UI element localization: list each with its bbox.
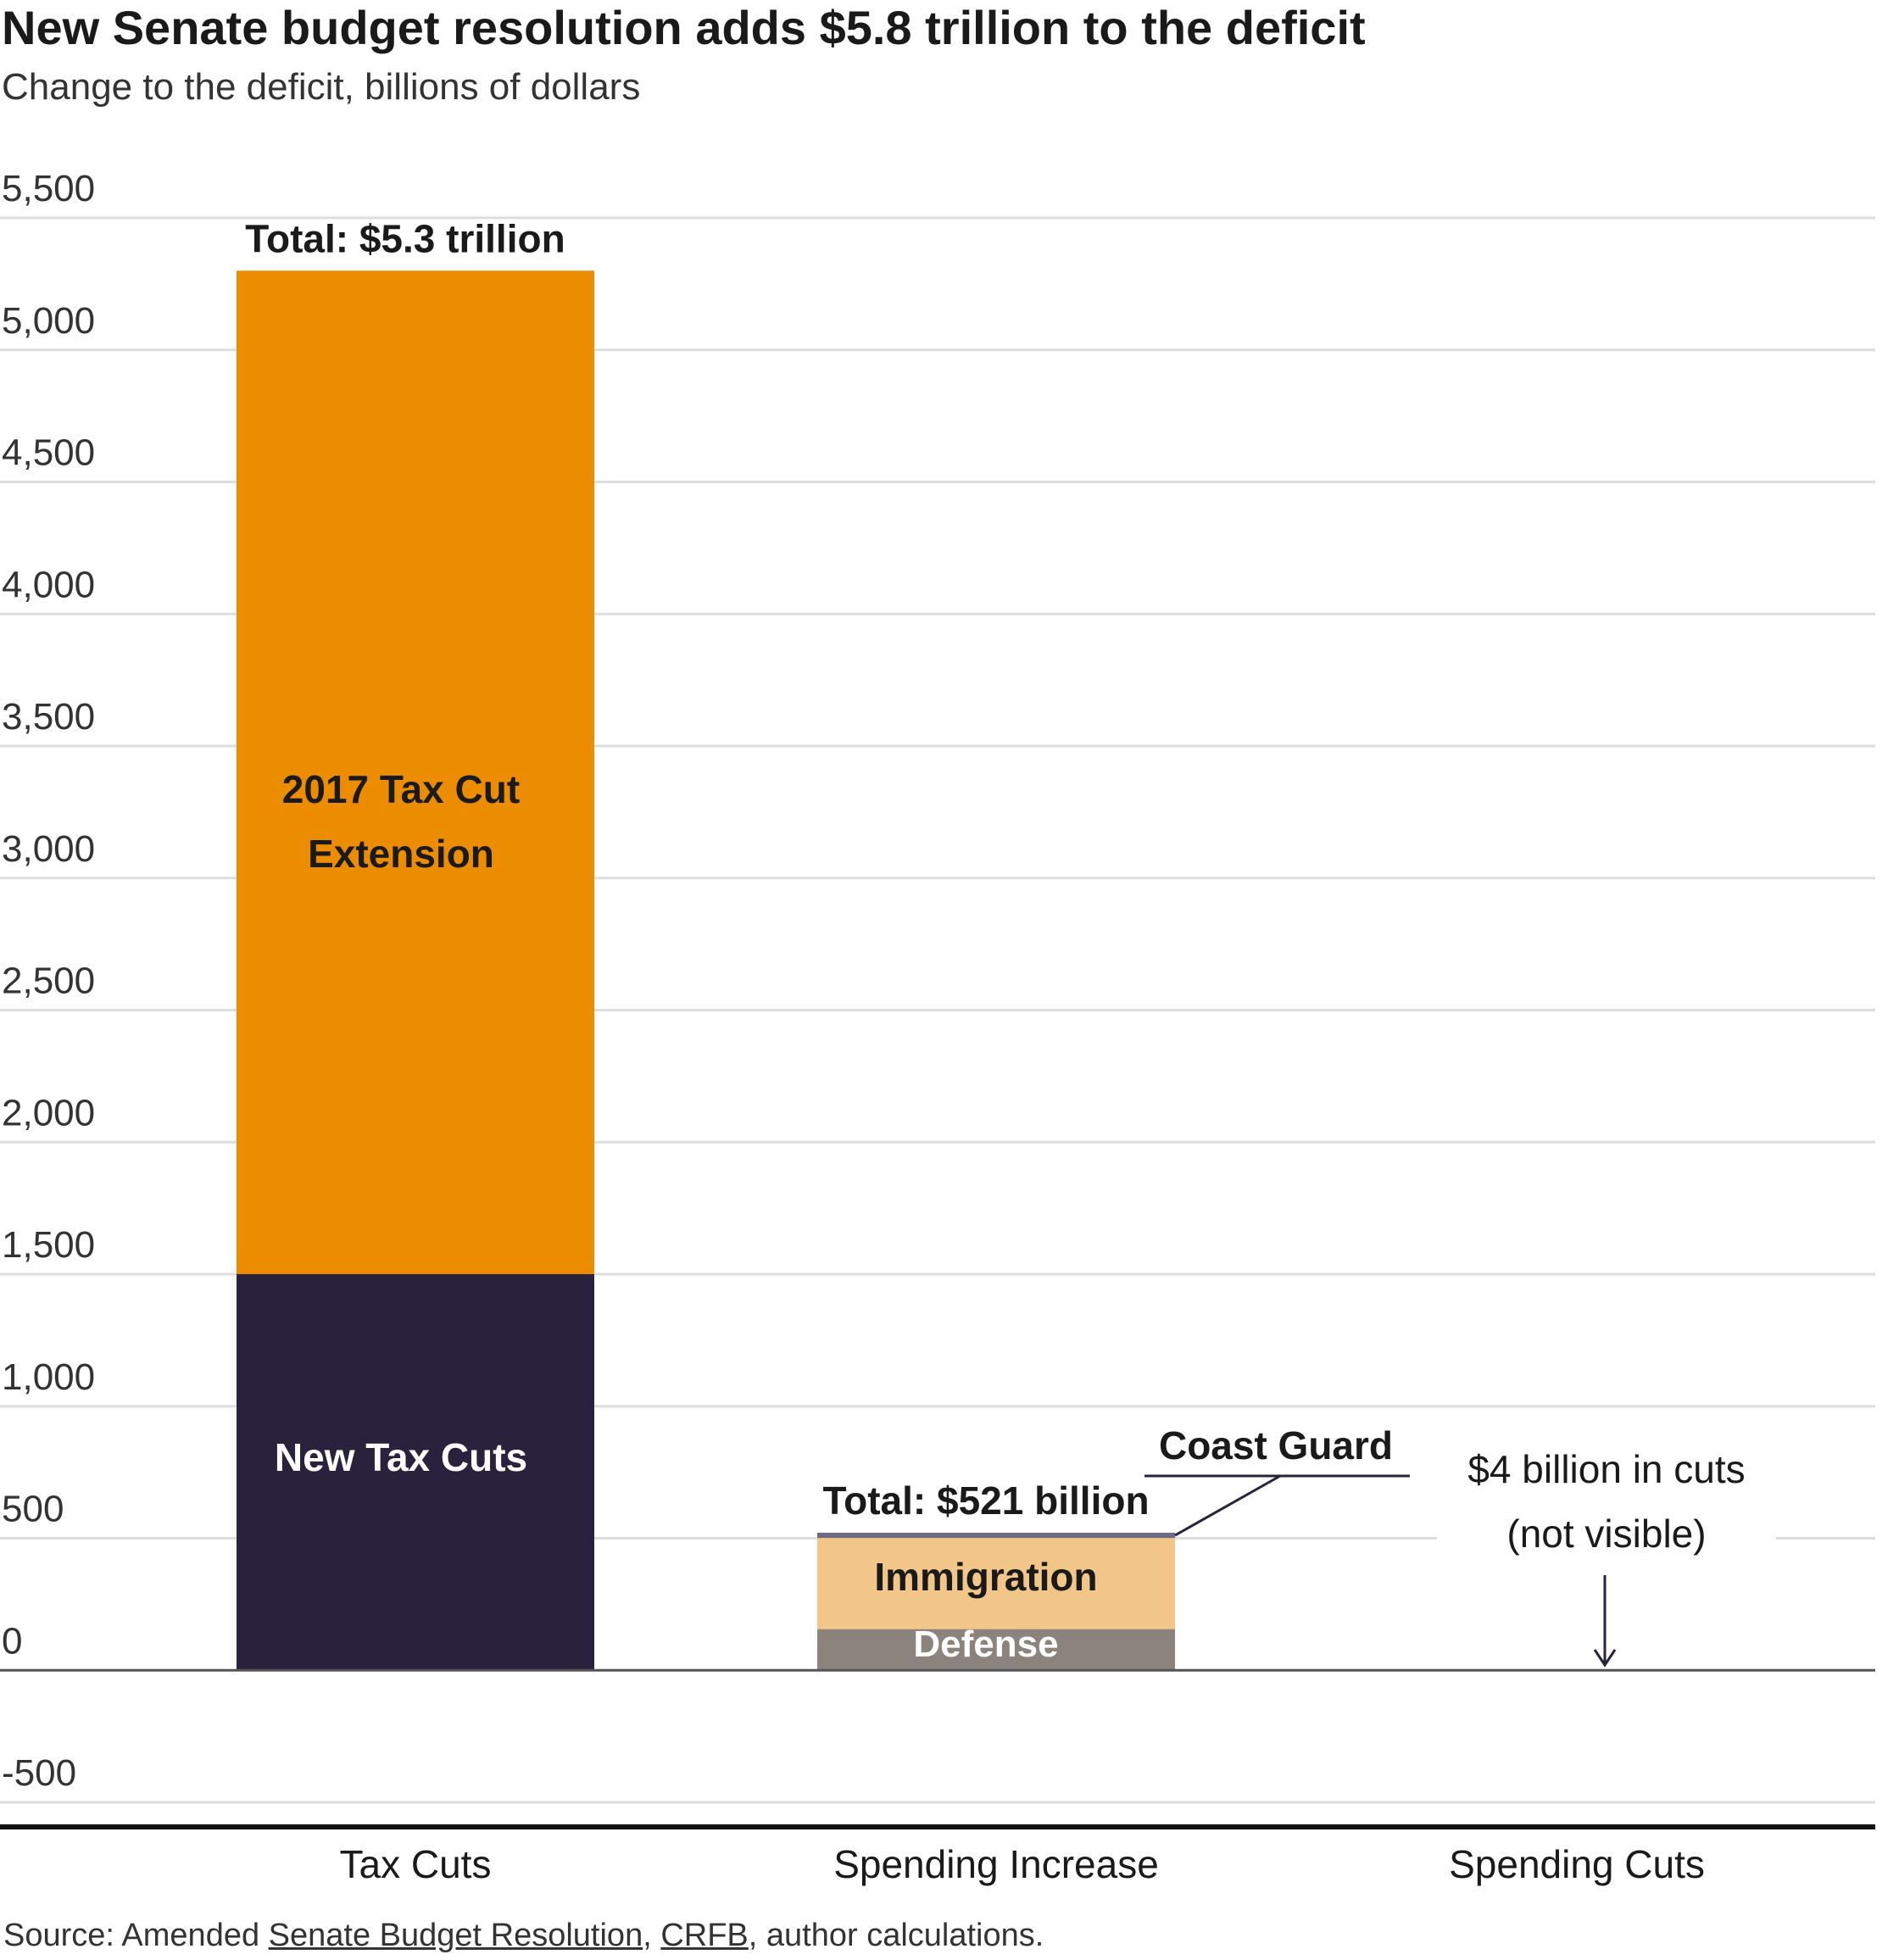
- y-tick-label: 4,500: [2, 432, 95, 474]
- bar-label-defense: Defense: [913, 1623, 1058, 1665]
- y-tick-label: 1,500: [2, 1224, 95, 1266]
- x-category-label: Spending Increase: [833, 1842, 1159, 1886]
- source-suffix: , author calculations.: [748, 1918, 1044, 1953]
- source-note: Source: Amended Senate Budget Resolution…: [3, 1918, 1044, 1954]
- chart-subtitle: Change to the deficit, billions of dolla…: [2, 66, 641, 108]
- bar-label-immigration: Immigration: [874, 1555, 1097, 1599]
- bar-label-2017-extension-line1: 2017 Tax Cut: [282, 767, 520, 811]
- source-prefix: Source: Amended: [3, 1918, 269, 1953]
- annotation-backdrop: [1437, 1434, 1776, 1562]
- y-tick-label: 2,000: [2, 1092, 95, 1133]
- y-tick-label: 0: [2, 1620, 22, 1662]
- source-separator: ,: [643, 1918, 661, 1953]
- y-tick-label: 3,500: [2, 696, 95, 738]
- total-label: Total: $521 billion: [822, 1478, 1149, 1523]
- source-link-crfb[interactable]: CRFB: [660, 1918, 749, 1953]
- y-tick-label: 1,000: [2, 1356, 95, 1398]
- bar-label-2017-extension-line2: Extension: [308, 832, 494, 876]
- y-tick-label: 4,000: [2, 564, 95, 605]
- bar-2017-tax-cut-extension: [237, 270, 594, 1274]
- y-tick-label: 3,000: [2, 828, 95, 870]
- annotation-line2: (not visible): [1506, 1512, 1706, 1556]
- total-label: Total: $5.3 trillion: [245, 216, 565, 260]
- y-tick-label: 2,500: [2, 961, 95, 1002]
- bar-defense: [817, 1629, 1175, 1671]
- bar-label-coast-guard: Coast Guard: [1159, 1423, 1393, 1467]
- annotation-arrow-head: [1593, 1649, 1617, 1668]
- y-tick-label: 5,500: [2, 168, 95, 209]
- y-tick-label: 5,000: [2, 300, 95, 342]
- bar-coast-guard: [817, 1532, 1175, 1539]
- coast-guard-leader-diagonal: [1174, 1474, 1281, 1537]
- bar-label-new-tax-cuts: New Tax Cuts: [275, 1435, 527, 1479]
- bar-immigration: [817, 1538, 1175, 1629]
- y-tick-label: 500: [2, 1489, 64, 1530]
- x-category-label: Spending Cuts: [1449, 1842, 1705, 1886]
- y-tick-label: -500: [2, 1752, 76, 1794]
- x-category-label: Tax Cuts: [340, 1842, 492, 1886]
- chart-svg: 5,500 5,000 4,500 4,000 3,500 3,000 2,500 2,000…: [0, 168, 1875, 1886]
- annotation-line1: $4 billion in cuts: [1467, 1447, 1745, 1491]
- chart-title: New Senate budget resolution adds $5.8 t…: [2, 1, 1366, 54]
- source-link-senate-budget-resolution[interactable]: Senate Budget Resolution: [268, 1918, 643, 1953]
- bar-new-tax-cuts: [237, 1274, 594, 1671]
